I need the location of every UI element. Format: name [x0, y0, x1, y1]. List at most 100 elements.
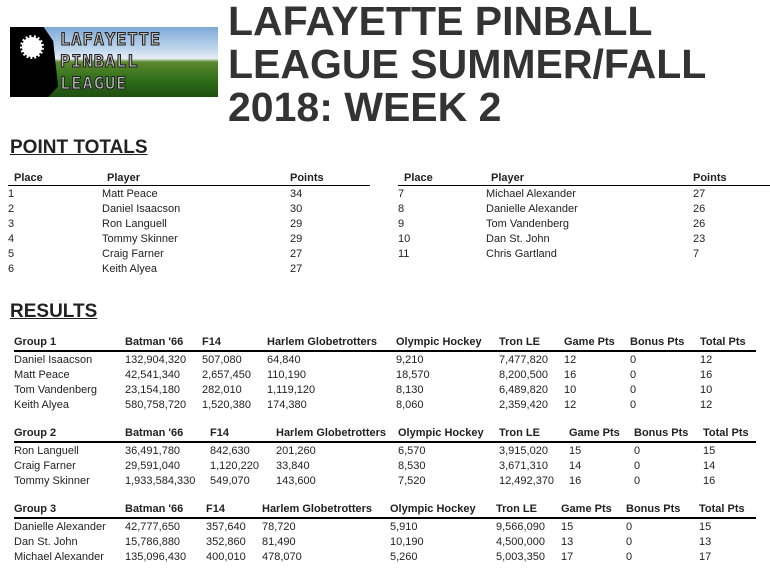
f14-cell: 842,630 [210, 444, 250, 457]
player-cell: Michael Alexander [14, 550, 104, 563]
player-cell: Tommy Skinner [102, 232, 178, 245]
col-points: Points [693, 170, 770, 186]
col-bonus-pts: Bonus Pts [634, 424, 703, 443]
game-pts-cell: 15 [561, 520, 574, 533]
standings-row: 7 Michael Alexander 27 [398, 186, 770, 202]
place-cell: 8 [398, 202, 405, 215]
col-place: Place [8, 170, 102, 186]
olympic-hockey-cell: 18,570 [396, 368, 430, 381]
points-cell: 23 [693, 232, 706, 245]
points-cell: 26 [693, 202, 706, 215]
place-cell: 7 [398, 187, 405, 200]
game-pts-cell: 14 [569, 459, 582, 472]
col-batman-66: Batman '66 [125, 333, 202, 352]
points-cell: 30 [290, 202, 303, 215]
player-cell: Chris Gartland [486, 247, 557, 260]
points-cell: 7 [693, 247, 700, 260]
batman-66-cell: 23,154,180 [125, 383, 181, 396]
total-pts-cell: 13 [699, 535, 712, 548]
harlem-globetrotters-cell: 201,260 [276, 444, 316, 457]
player-cell: Daniel Isaacson [102, 202, 181, 215]
result-row: Danielle Alexander 42,777,650 357,640 78,72… [14, 518, 756, 534]
col-points: Points [290, 170, 370, 186]
batman-66-cell: 580,758,720 [125, 398, 187, 411]
total-pts-cell: 12 [700, 398, 713, 411]
group-name: Group 1 [14, 333, 125, 352]
olympic-hockey-cell: 8,130 [396, 383, 424, 396]
game-pts-cell: 15 [569, 444, 582, 457]
game-pts-cell: 12 [564, 353, 577, 366]
player-cell: Danielle Alexander [486, 202, 578, 215]
points-cell: 27 [290, 247, 303, 260]
result-row: Michael Alexander 135,096,430 400,010 478,0… [14, 549, 756, 564]
batman-66-cell: 132,904,320 [125, 353, 187, 366]
bonus-pts-cell: 0 [626, 535, 633, 548]
player-cell: Ron Languell [14, 444, 79, 457]
col-bonus-pts: Bonus Pts [626, 500, 699, 519]
bonus-pts-cell: 0 [630, 398, 637, 411]
olympic-hockey-cell: 6,570 [398, 444, 426, 457]
player-cell: Craig Farner [14, 459, 76, 472]
tron-le-cell: 8,200,500 [499, 368, 548, 381]
harlem-globetrotters-cell: 33,840 [276, 459, 310, 472]
tron-le-cell: 3,915,020 [499, 444, 548, 457]
bonus-pts-cell: 0 [634, 444, 641, 457]
result-row: Keith Alyea 580,758,720 1,520,380 174,380 8,… [14, 397, 756, 412]
point-totals-heading: POINT TOTALS [10, 137, 148, 158]
standings-row: 10 Dan St. John 23 [398, 231, 770, 246]
col-harlem-globetrotters: Harlem Globetrotters [267, 333, 396, 352]
bonus-pts-cell: 0 [626, 550, 633, 563]
bonus-pts-cell: 0 [630, 368, 637, 381]
col-tron-le: Tron LE [499, 424, 569, 443]
points-cell: 34 [290, 187, 303, 200]
group-results-table: Group 3 Batman '66 F14 Harlem Globetrotters… [14, 500, 756, 564]
batman-66-cell: 1,933,584,330 [125, 474, 196, 487]
player-cell: Tom Vandenberg [486, 217, 569, 230]
standings-row: 8 Danielle Alexander 26 [398, 201, 770, 216]
col-game-pts: Game Pts [569, 424, 634, 443]
tron-le-cell: 3,671,310 [499, 459, 548, 472]
point-totals-table-left: Place Player Points 1 Matt Peace 34 2 Daniel Is… [8, 170, 370, 276]
total-pts-cell: 15 [703, 444, 716, 457]
place-cell: 2 [8, 202, 15, 215]
game-pts-cell: 16 [564, 368, 577, 381]
group-results-table: Group 1 Batman '66 F14 Harlem Globetrotters… [14, 333, 756, 412]
col-harlem-globetrotters: Harlem Globetrotters [276, 424, 398, 443]
bonus-pts-cell: 0 [626, 520, 633, 533]
player-cell: Michael Alexander [486, 187, 576, 200]
result-row: Tommy Skinner 1,933,584,330 549,070 143,600… [14, 473, 756, 488]
points-cell: 29 [290, 232, 303, 245]
bonus-pts-cell: 0 [630, 353, 637, 366]
result-row: Daniel Isaacson 132,904,320 507,080 64,840 9… [14, 351, 756, 367]
batman-66-cell: 135,096,430 [125, 550, 187, 563]
col-tron-le: Tron LE [496, 500, 561, 519]
game-pts-cell: 17 [561, 550, 574, 563]
total-pts-cell: 12 [700, 353, 713, 366]
player-cell: Keith Alyea [102, 262, 158, 275]
result-row: Ron Languell 36,491,780 842,630 201,260 6,57… [14, 442, 756, 458]
pinball-icon [20, 35, 44, 59]
col-f14: F14 [210, 424, 276, 443]
total-pts-cell: 16 [703, 474, 716, 487]
col-olympic-hockey: Olympic Hockey [390, 500, 496, 519]
col-total-pts: Total Pts [700, 333, 756, 352]
result-row: Craig Farner 29,591,040 1,120,220 33,840 8,5… [14, 458, 756, 473]
player-cell: Keith Alyea [14, 398, 70, 411]
game-pts-cell: 10 [564, 383, 577, 396]
tron-le-cell: 2,359,420 [499, 398, 548, 411]
olympic-hockey-cell: 9,210 [396, 353, 424, 366]
batman-66-cell: 36,491,780 [125, 444, 181, 457]
col-tron-le: Tron LE [499, 333, 564, 352]
place-cell: 5 [8, 247, 15, 260]
result-row: Matt Peace 42,541,340 2,657,450 110,190 18,5… [14, 367, 756, 382]
place-cell: 11 [398, 247, 410, 260]
olympic-hockey-cell: 10,190 [390, 535, 424, 548]
bonus-pts-cell: 0 [630, 383, 637, 396]
col-total-pts: Total Pts [699, 500, 756, 519]
place-cell: 3 [8, 217, 15, 230]
col-place: Place [398, 170, 486, 186]
points-cell: 29 [290, 217, 303, 230]
harlem-globetrotters-cell: 81,490 [262, 535, 296, 548]
tron-le-cell: 6,489,820 [499, 383, 548, 396]
game-pts-cell: 12 [564, 398, 577, 411]
